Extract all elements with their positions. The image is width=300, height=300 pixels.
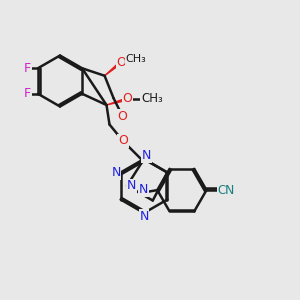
Text: CH₃: CH₃: [141, 92, 163, 106]
Text: N: N: [142, 149, 151, 162]
Text: O: O: [118, 110, 128, 123]
Text: CH₃: CH₃: [126, 54, 146, 64]
Text: N: N: [139, 209, 149, 223]
Text: F: F: [24, 62, 31, 75]
Text: O: O: [123, 92, 132, 106]
Text: O: O: [116, 56, 126, 69]
Text: N: N: [139, 183, 148, 196]
Text: C: C: [218, 184, 226, 196]
Text: N: N: [127, 179, 136, 192]
Text: O: O: [118, 134, 128, 148]
Polygon shape: [106, 98, 128, 105]
Text: N: N: [225, 184, 234, 196]
Polygon shape: [105, 61, 122, 76]
Text: F: F: [24, 87, 31, 100]
Text: N: N: [111, 166, 121, 179]
